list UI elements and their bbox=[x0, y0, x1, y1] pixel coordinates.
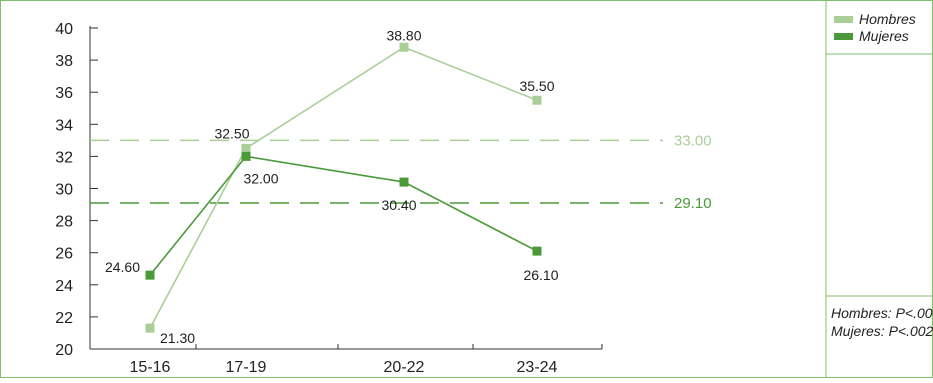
legend-label-mujeres: Mujeres bbox=[859, 28, 909, 44]
plot-area: 20 22 24 26 28 30 32 34 36 38 40 15-16 17-19 20-22 23-… bbox=[55, 11, 933, 376]
x-tick-label: 17-19 bbox=[226, 359, 267, 376]
y-tick-label: 26 bbox=[55, 246, 73, 263]
x-tick-label: 23-24 bbox=[517, 359, 558, 376]
x-tick-label: 20-22 bbox=[384, 359, 425, 376]
data-point-mujeres bbox=[399, 177, 409, 187]
mean-label-hombres: 33.00 bbox=[674, 132, 712, 149]
data-label-mujeres: 26.10 bbox=[523, 267, 558, 283]
significance-note-hombres: Hombres: P<.000 bbox=[831, 305, 933, 321]
y-tick-label: 24 bbox=[55, 278, 73, 295]
legend-swatch-hombres bbox=[834, 16, 853, 23]
data-point-hombres bbox=[145, 323, 155, 333]
legend-label-hombres: Hombres bbox=[859, 11, 916, 27]
y-tick-label: 36 bbox=[55, 85, 73, 102]
y-tick-label: 38 bbox=[55, 53, 73, 70]
y-tick-label: 40 bbox=[55, 21, 73, 38]
mean-label-mujeres: 29.10 bbox=[674, 195, 712, 212]
x-tick-label: 15-16 bbox=[130, 359, 171, 376]
data-label-mujeres: 32.00 bbox=[243, 170, 278, 186]
series-line-mujeres bbox=[149, 155, 538, 276]
data-point-hombres bbox=[399, 42, 409, 52]
data-point-mujeres bbox=[241, 151, 251, 161]
data-point-hombres bbox=[532, 95, 542, 105]
data-label-hombres: 21.30 bbox=[160, 330, 195, 346]
series-line-hombres bbox=[149, 46, 538, 329]
data-label-mujeres: 24.60 bbox=[105, 259, 140, 275]
y-tick-label: 32 bbox=[55, 149, 73, 166]
y-tick-label: 28 bbox=[55, 214, 73, 231]
data-point-hombres bbox=[241, 143, 251, 153]
data-label-hombres: 38.80 bbox=[386, 27, 421, 43]
y-tick-label: 34 bbox=[55, 117, 73, 134]
data-label-mujeres: 30.40 bbox=[381, 197, 416, 213]
significance-note-mujeres: Mujeres: P<.002 bbox=[831, 323, 933, 339]
y-tick-label: 22 bbox=[55, 310, 73, 327]
data-point-mujeres bbox=[532, 246, 542, 256]
data-label-hombres: 35.50 bbox=[519, 78, 554, 94]
legend-swatch-mujeres bbox=[834, 33, 853, 40]
data-point-mujeres bbox=[145, 270, 155, 280]
y-tick-label: 30 bbox=[55, 182, 73, 199]
data-label-hombres: 32.50 bbox=[214, 125, 249, 141]
y-tick-label: 20 bbox=[55, 342, 73, 359]
